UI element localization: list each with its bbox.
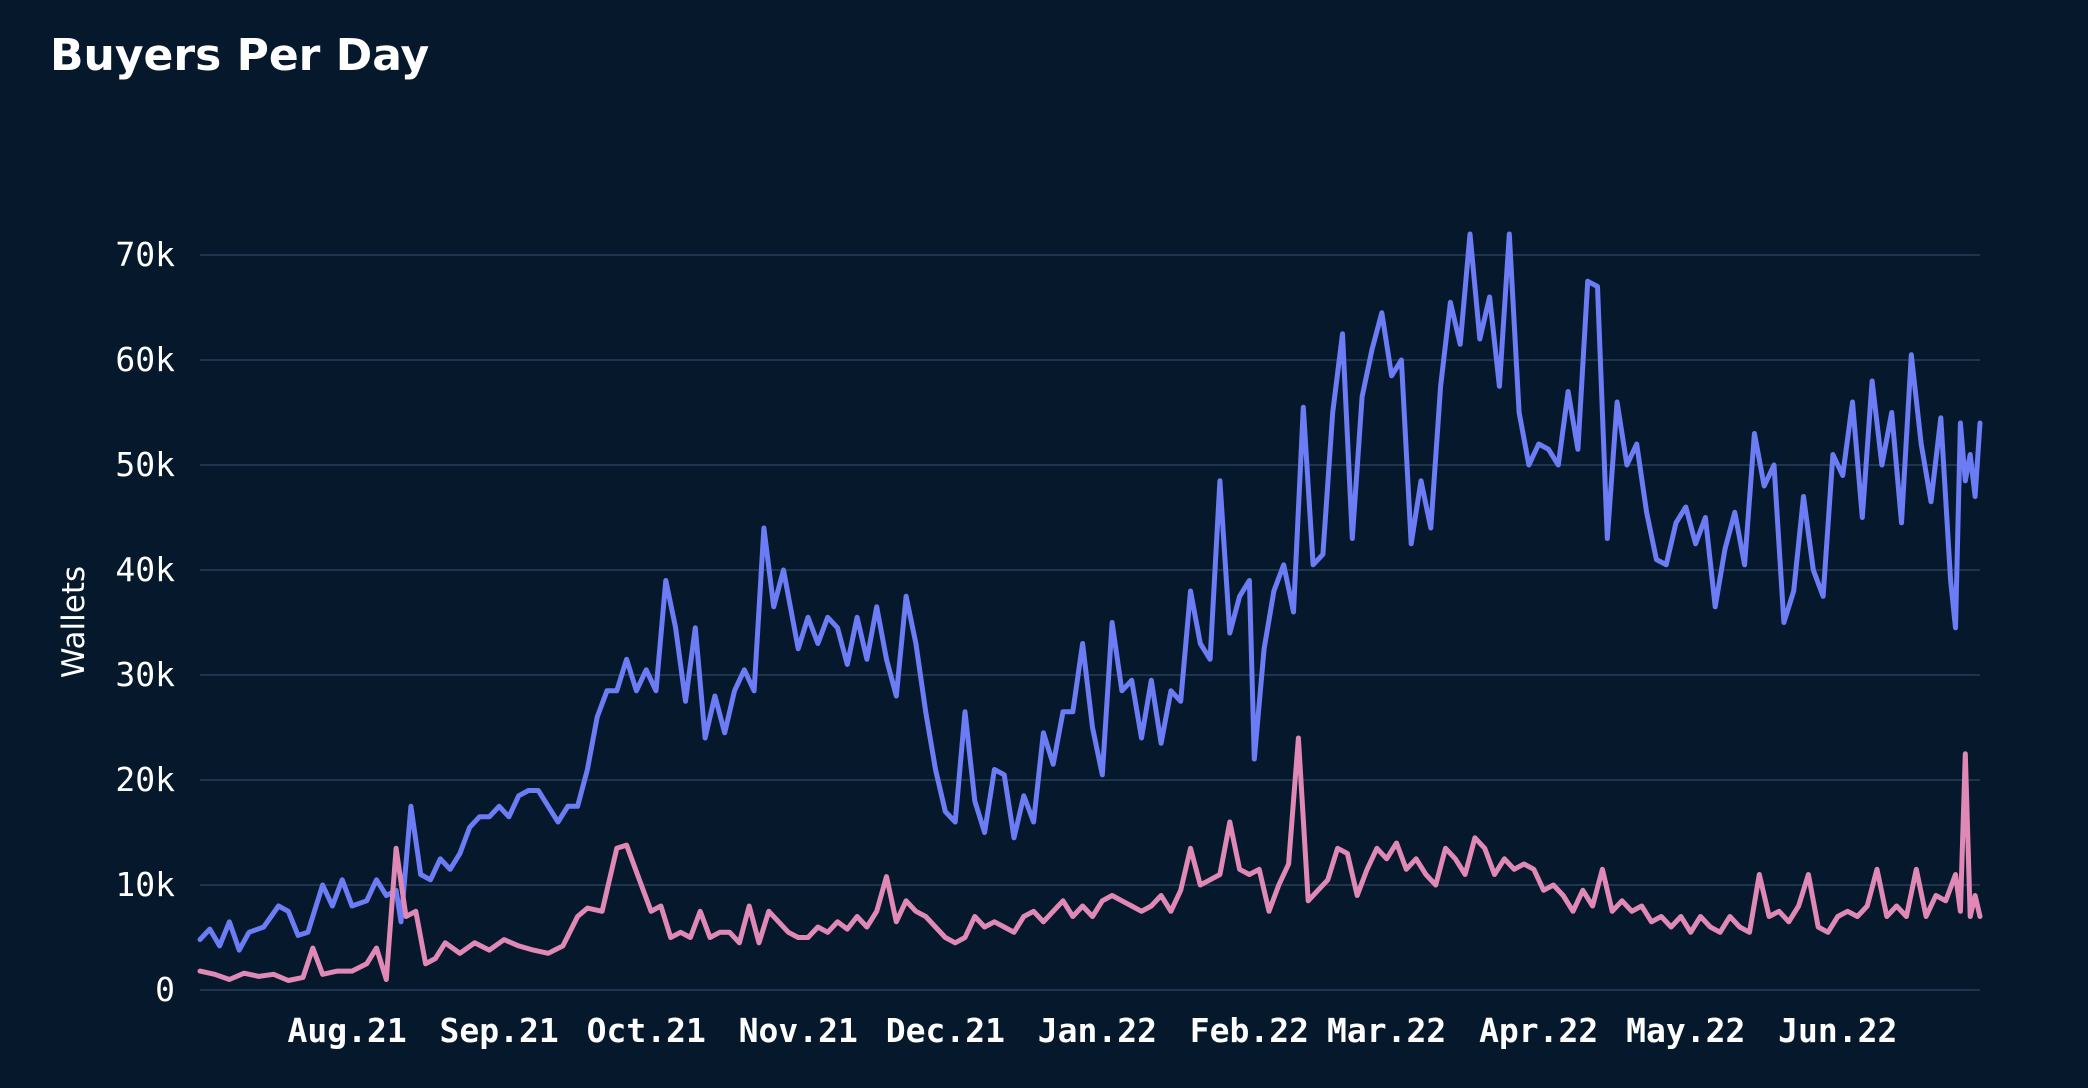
- y-tick-label: 20k: [115, 760, 175, 799]
- grid-lines: [200, 254, 1980, 991]
- chart-title: Buyers Per Day: [50, 30, 429, 81]
- y-tick-label: 40k: [115, 550, 175, 589]
- y-tick-label: 50k: [115, 445, 175, 484]
- y-tick-label: 30k: [115, 655, 175, 694]
- series-line-1: [197, 231, 1983, 953]
- x-tick-label: May.22: [1626, 1011, 1745, 1050]
- x-tick-label: Aug.21: [287, 1011, 406, 1050]
- x-tick-label: Nov.21: [739, 1011, 858, 1050]
- x-tick-label: Oct.21: [587, 1011, 706, 1050]
- y-axis-label: Wallets: [56, 566, 92, 678]
- x-tick-label: Jun.22: [1778, 1011, 1897, 1050]
- y-tick-label: 0: [155, 970, 175, 1009]
- x-tick-label: Dec.21: [886, 1011, 1005, 1050]
- x-tick-label: Sep.21: [440, 1011, 559, 1050]
- y-axis-ticks: 0 10k 20k 30k 40k 50k 60k 70k: [115, 235, 175, 1009]
- y-tick-label: 70k: [115, 235, 175, 274]
- series-line-2: [197, 735, 1983, 983]
- x-tick-label: Apr.22: [1479, 1011, 1598, 1050]
- y-tick-label: 60k: [115, 340, 175, 379]
- x-tick-label: Feb.22: [1190, 1011, 1309, 1050]
- y-tick-label: 10k: [115, 865, 175, 904]
- x-tick-label: Mar.22: [1327, 1011, 1446, 1050]
- x-axis-ticks: Aug.21 Sep.21 Oct.21 Nov.21 Dec.21 Jan.22 Feb.…: [287, 1011, 1897, 1050]
- series-layer: [197, 231, 1983, 983]
- x-tick-label: Jan.22: [1038, 1011, 1157, 1050]
